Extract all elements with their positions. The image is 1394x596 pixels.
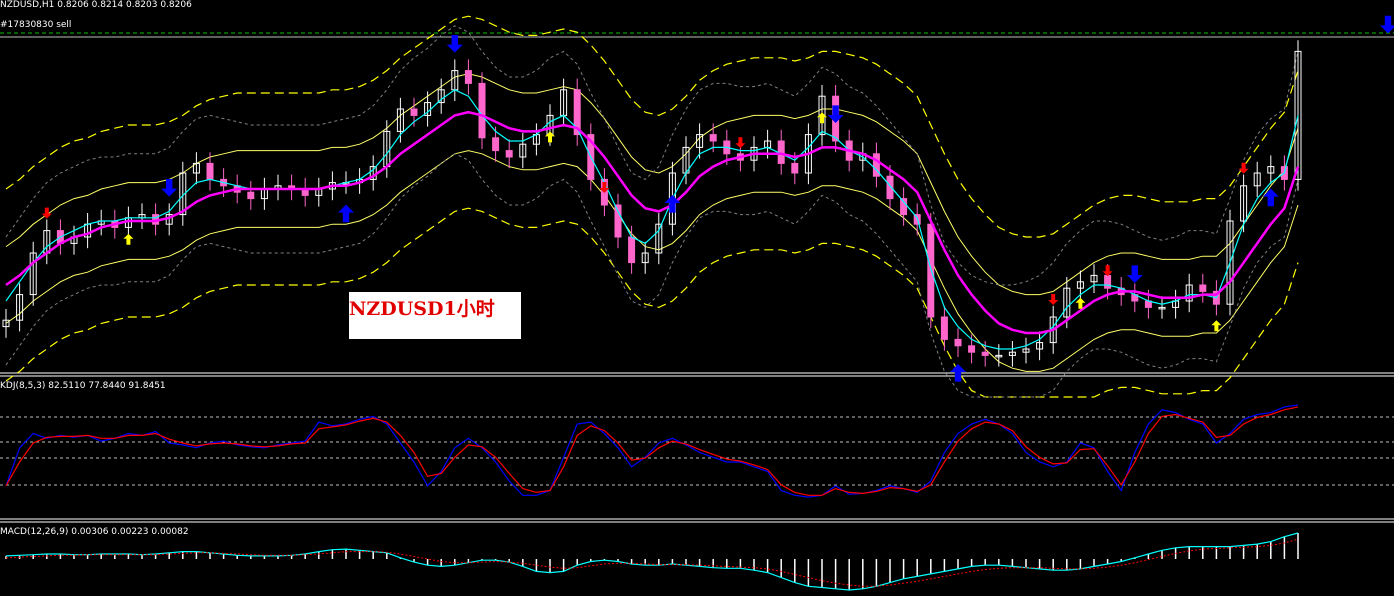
candle-body [192, 162, 200, 174]
band-lower-inner [5, 150, 1299, 372]
buy-arrow-small [1211, 320, 1222, 332]
candle-body [1267, 166, 1275, 174]
candle-body [1090, 274, 1098, 283]
candle-body [1199, 284, 1207, 292]
buy-arrow-big [338, 204, 354, 223]
sell-arrow-small [1102, 265, 1113, 277]
macd-line [5, 532, 1299, 591]
candle-body [1185, 284, 1193, 302]
sell-arrow-small [1048, 294, 1059, 305]
bollinger-upper [5, 25, 1299, 286]
band-upper-inner [5, 73, 1299, 296]
buy-arrow-big [950, 364, 966, 382]
sell-arrow-big [1126, 265, 1143, 283]
candle-body [628, 236, 636, 264]
candle-body [519, 143, 527, 158]
sell-arrow-small [1238, 162, 1249, 174]
candle-body [1158, 306, 1166, 310]
candle-body [247, 191, 255, 200]
candle-body [872, 153, 880, 177]
sell-arrow-small [735, 137, 746, 149]
sell-arrow-small [41, 207, 52, 219]
candle-body [437, 89, 445, 104]
candle-body [1008, 351, 1016, 356]
candle-body [614, 204, 622, 238]
candle-body [505, 150, 513, 158]
symbol-header: NZDUSD,H1 0.8206 0.8214 0.8203 0.8206 [0, 0, 192, 10]
kdj-d-line [5, 406, 1299, 496]
candle-body [641, 252, 649, 264]
candle-body [492, 137, 500, 152]
band-lower-outer [5, 207, 1299, 398]
candle-body [995, 354, 1003, 358]
candle-body [396, 108, 404, 132]
candle-body [16, 294, 24, 321]
buy-arrow-small [123, 233, 134, 245]
candle-body [886, 175, 894, 200]
candle-body [478, 82, 486, 139]
candle-body [709, 134, 717, 142]
candle-body [1076, 281, 1084, 289]
candle-body [968, 345, 976, 353]
buy-arrow-big [1262, 188, 1279, 207]
ma-slow-line [5, 110, 1300, 335]
candle-body [940, 316, 948, 340]
candle-body [1226, 220, 1234, 305]
sell-arrow-big [827, 105, 844, 123]
candle-body [696, 134, 704, 148]
candle-body [29, 252, 37, 296]
macd-label: MACD(12,26,9) 0.00306 0.00223 0.00082 [0, 527, 189, 537]
sell-arrow-small [599, 182, 610, 193]
candle-body [410, 108, 418, 116]
annotation-text: NZDUSD1小时 [349, 298, 495, 320]
buy-arrow-small [817, 112, 827, 124]
candle-body [1253, 172, 1261, 187]
candle-body [179, 172, 187, 216]
bollinger-lower [5, 153, 1299, 398]
kdj-k-line [5, 404, 1299, 498]
candle-body [1022, 348, 1030, 353]
candle-body [206, 162, 214, 180]
sell-arrow-big [161, 179, 178, 197]
ma-fast-line [5, 89, 1299, 350]
buy-arrow-big [664, 195, 681, 213]
buy-arrow-small [545, 131, 555, 143]
buy-arrow-small [1075, 297, 1086, 309]
candle-body [2, 319, 10, 328]
candle-body [1063, 287, 1071, 318]
macd-signal-line [5, 538, 1299, 587]
sell-arrow-big [1380, 15, 1394, 34]
order-label: #17830830 sell [0, 20, 72, 30]
candle-body [954, 338, 962, 347]
annotation-box: NZDUSD1小时 [349, 292, 521, 339]
candle-body [573, 89, 581, 136]
candle-body [791, 162, 799, 174]
kdj-label: KDJ(8,5,3) 82.5110 77.8440 91.8451 [0, 381, 166, 391]
candle-body [464, 70, 472, 84]
candle-body [1240, 185, 1248, 222]
candle-body [1104, 274, 1112, 289]
candle-body [981, 351, 989, 356]
candle-body [655, 223, 663, 254]
band-upper-outer [5, 15, 1299, 238]
candle-body [1036, 342, 1044, 350]
candle-body [1294, 50, 1302, 180]
candle-body [900, 198, 908, 216]
sell-arrow-big [446, 35, 463, 53]
